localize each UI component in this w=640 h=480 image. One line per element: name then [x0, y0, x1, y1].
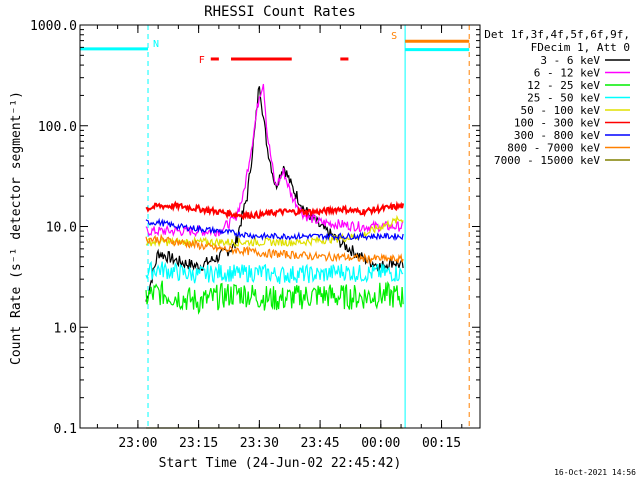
legend-entry-label: 6 - 12 keV: [534, 67, 601, 80]
legend-entry-label: 12 - 25 keV: [527, 79, 600, 92]
series-line-7: [145, 217, 404, 242]
series-line-3: [145, 280, 404, 315]
flag-label-S: S: [391, 31, 397, 42]
x-tick-label: 00:00: [361, 436, 400, 451]
y-tick-label: 100.0: [38, 120, 77, 135]
y-tick-label: 0.1: [54, 422, 77, 437]
legend-entry-label: 300 - 800 keV: [514, 129, 600, 142]
legend: Det 1f,3f,4f,5f,6f,9f, FDecim 1, Att 0 3…: [484, 28, 630, 167]
legend-entry-label: 3 - 6 keV: [540, 54, 600, 67]
x-tick-label: 23:00: [118, 436, 157, 451]
chart-title: RHESSI Count Rates: [204, 4, 356, 20]
x-axis-label: Start Time (24-Jun-02 22:45:42): [159, 456, 402, 471]
series-line-8: [145, 233, 404, 265]
y-tick-label: 1.0: [54, 321, 77, 336]
plot-area: N S F: [80, 25, 470, 429]
legend-header-line1: Det 1f,3f,4f,5f,6f,9f,: [484, 28, 630, 41]
x-tick-label: 00:15: [422, 436, 461, 451]
series-line-6: [145, 200, 405, 221]
legend-entry-label: 100 - 300 keV: [514, 117, 600, 130]
legend-entry-label: 50 - 100 keV: [521, 104, 601, 117]
x-tick-label: 23:45: [301, 436, 340, 451]
legend-entry-label: 25 - 50 keV: [527, 92, 600, 105]
x-tick-label: 23:15: [179, 436, 218, 451]
x-tick-label: 23:30: [240, 436, 279, 451]
y-tick-label: 10.0: [46, 221, 77, 236]
series-line-2: [145, 83, 404, 238]
legend-entry-label: 800 - 7000 keV: [507, 142, 600, 155]
y-axis-label: Count Rate (s⁻¹ detector segment⁻¹): [9, 91, 24, 365]
series-line-5: [145, 214, 404, 248]
legend-entry-label: 7000 - 15000 keV: [494, 154, 600, 167]
generation-timestamp: 16-Oct-2021 14:56: [554, 468, 636, 477]
y-tick-label: 1000.0: [30, 19, 77, 34]
axes: 0.1 1.0 10.0 100.0 1000.0 23:00 23:15 23:30 23:4…: [30, 19, 481, 451]
flag-label-F: F: [199, 55, 205, 66]
legend-header-line2: FDecim 1, Att 0: [531, 41, 630, 54]
flag-label-N: N: [153, 39, 159, 50]
series-line-4: [145, 260, 404, 284]
